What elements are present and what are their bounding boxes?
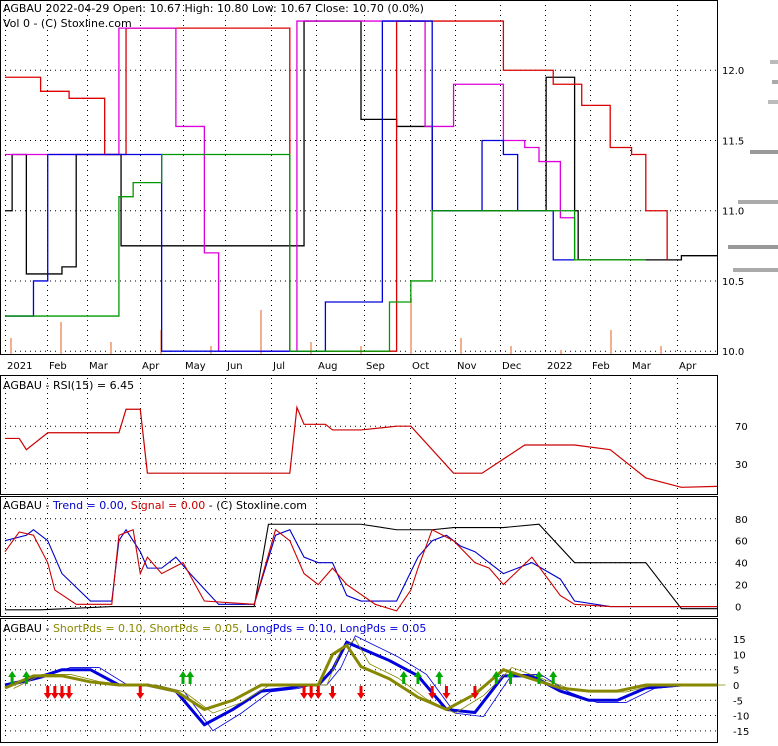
down-arrow (300, 686, 309, 699)
trend-series-price (5, 523, 717, 611)
trend-label: AGBAU - Trend = 0.00, Signal = 0.00 - (C… (3, 499, 307, 512)
price-x-tick: Oct (412, 361, 429, 372)
price-y-tick: 10.0 (722, 347, 744, 358)
price-side-bar-0 (770, 60, 778, 64)
periods-y-tick: 15 (733, 635, 746, 646)
periods-y-tick: 5 (733, 666, 739, 677)
price-x-tick: 2022 (547, 361, 572, 372)
down-arrow (136, 686, 145, 699)
down-arrow (442, 686, 451, 699)
price-side-bar-3 (750, 150, 778, 154)
price-side-bar-4 (738, 200, 778, 204)
periods-y-tick: -10 (733, 712, 749, 723)
price-y-tick: 11.5 (722, 136, 744, 147)
rsi-series (5, 405, 718, 488)
up-arrow (506, 671, 515, 684)
down-arrow (428, 686, 437, 699)
price-x-tick: Apr (679, 361, 697, 372)
price-series-ma_green (5, 153, 646, 352)
price-x-tick: Sep (366, 361, 385, 372)
header-ohlc: AGBAU 2022-04-29 Open: 10.67 High: 10.80… (3, 2, 424, 15)
volume-bar (260, 310, 262, 354)
panel-frame-2 (0, 496, 718, 617)
trend-series-signal (4, 528, 717, 612)
down-arrow (50, 686, 59, 699)
up-arrow (22, 671, 31, 684)
volume-bar (410, 298, 412, 354)
trend-y-tick: 60 (735, 537, 748, 548)
price-x-tick: Jul (272, 361, 285, 372)
trend-series-trend (4, 528, 717, 608)
periods-y-tick: -15 (733, 727, 749, 738)
down-arrow (307, 686, 316, 699)
price-x-tick: 2021 (7, 361, 32, 372)
price-series-ma_blue (5, 20, 575, 352)
up-arrow (186, 671, 195, 684)
price-x-tick: Jun (226, 361, 243, 372)
price-side-bar-2 (768, 100, 778, 104)
rsi-label: AGBAU - RSI(15) = 6.45 (3, 379, 134, 392)
up-arrow (179, 671, 187, 684)
price-y-tick: 11.0 (722, 207, 744, 218)
price-x-tick: Aug (318, 361, 338, 372)
up-arrow (8, 671, 17, 684)
periods-y-tick: -5 (733, 696, 743, 707)
periods-y-tick: 10 (733, 650, 746, 661)
price-x-tick: Feb (592, 361, 610, 372)
down-arrow (57, 686, 66, 699)
up-arrow (413, 671, 422, 684)
rsi-y-tick: 30 (735, 460, 748, 471)
price-x-tick: Mar (632, 361, 652, 372)
price-side-bar-5 (728, 245, 778, 249)
header-volume: Vol 0 - (C) Stoxline.com (3, 17, 132, 30)
price-x-tick: Apr (142, 361, 160, 372)
panel-frame-3 (0, 618, 718, 743)
price-y-tick: 12.0 (722, 66, 744, 77)
rsi-y-tick: 70 (735, 422, 748, 433)
down-arrow (357, 686, 365, 699)
volume-bar (660, 346, 662, 354)
volume-bar (460, 338, 462, 354)
periods-series-thin-short (13, 638, 726, 714)
down-arrow (470, 686, 479, 699)
price-side-bar-1 (772, 80, 778, 84)
volume-bar (210, 346, 212, 354)
volume-bar (310, 342, 312, 354)
price-x-tick: May (185, 361, 206, 372)
price-x-tick: Dec (502, 361, 521, 372)
up-arrow (492, 671, 501, 684)
volume-bar (560, 350, 562, 354)
trend-y-tick: 80 (735, 515, 748, 526)
up-arrow (549, 671, 558, 684)
volume-bar (10, 338, 12, 354)
panel-frame-1 (0, 375, 718, 495)
periods-y-tick: 0 (733, 681, 739, 692)
price-x-tick: Nov (457, 361, 477, 372)
down-arrow (328, 686, 337, 699)
volume-bar (60, 322, 62, 354)
price-x-tick: Mar (89, 361, 109, 372)
trend-y-tick: 20 (735, 581, 748, 592)
price-x-tick: Feb (49, 361, 67, 372)
price-y-tick: 10.5 (722, 277, 744, 288)
down-arrow (65, 686, 74, 699)
volume-bar (360, 346, 362, 354)
periods-label: AGBAU - ShortPds = 0.10, ShortPds = 0.05… (3, 622, 426, 635)
down-arrow (314, 686, 323, 699)
up-arrow (435, 671, 444, 684)
trend-y-tick: 40 (735, 559, 748, 570)
up-arrow (535, 671, 543, 684)
up-arrow (399, 671, 408, 684)
volume-bar (610, 330, 612, 354)
down-arrow (43, 686, 52, 699)
volume-bar (110, 342, 112, 354)
price-side-bar-6 (733, 268, 778, 272)
volume-bar (510, 346, 512, 354)
trend-y-tick: 0 (735, 603, 741, 614)
